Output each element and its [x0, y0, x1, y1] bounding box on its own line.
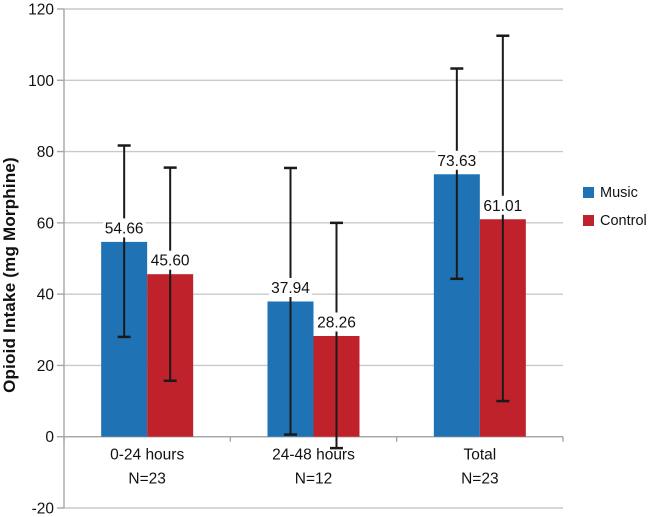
value-label: 54.66 — [105, 220, 144, 237]
value-label-bg — [481, 195, 525, 215]
y-tick-label: 0 — [45, 429, 54, 446]
value-label-bg — [102, 218, 146, 238]
legend-label-music: Music — [600, 184, 638, 201]
value-label-bg — [315, 312, 358, 332]
y-tick-label: 40 — [37, 287, 55, 304]
legend-swatch-control — [583, 215, 594, 226]
value-label: 37.94 — [271, 280, 310, 297]
y-tick-label: 80 — [37, 144, 55, 161]
category-label: 24-48 hours — [272, 447, 355, 464]
legend-item-music: Music — [583, 183, 647, 202]
value-label-bg — [148, 250, 192, 270]
value-label: 61.01 — [483, 198, 522, 215]
y-tick-label: -20 — [32, 501, 55, 517]
y-axis-title: Opioid Intake (mg Morphine) — [0, 157, 19, 393]
value-label: 45.60 — [151, 253, 190, 270]
category-label: 0-24 hours — [110, 447, 184, 464]
category-label: Total — [463, 447, 496, 464]
category-sublabel: N=23 — [128, 471, 166, 488]
value-label-bg — [269, 277, 312, 297]
category-sublabel: N=12 — [295, 471, 333, 488]
y-tick-label: 20 — [37, 358, 55, 375]
category-sublabel: N=23 — [461, 471, 499, 488]
legend-swatch-music — [583, 187, 594, 198]
value-label: 73.63 — [437, 153, 476, 170]
value-label: 28.26 — [317, 314, 356, 331]
y-tick-label: 100 — [28, 73, 54, 90]
y-tick-label: 120 — [28, 2, 54, 19]
legend-item-control: Control — [583, 211, 647, 230]
value-label-bg — [435, 150, 479, 170]
legend: Music Control — [583, 183, 647, 239]
y-tick-label: 60 — [37, 215, 55, 232]
legend-label-control: Control — [600, 212, 647, 229]
